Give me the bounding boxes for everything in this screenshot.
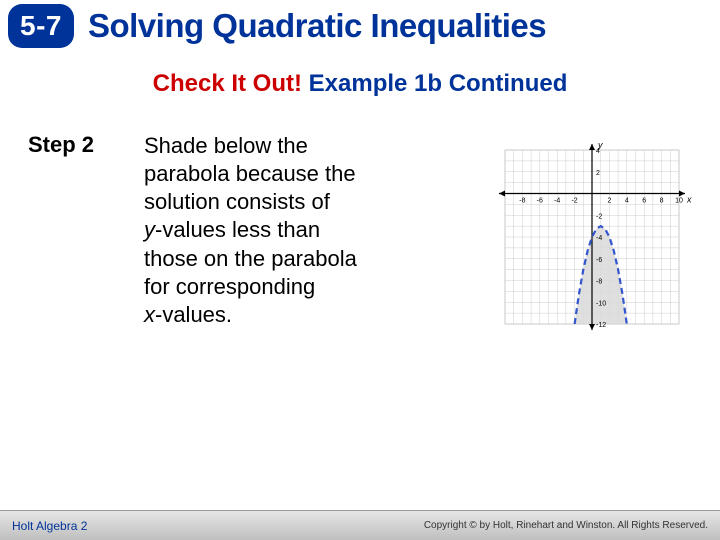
svg-text:-8: -8	[596, 279, 602, 286]
subtitle-blue: Example 1b Continued	[302, 70, 567, 97]
text-line: parabola because the	[144, 160, 464, 188]
text-line: those on the parabola	[144, 245, 464, 273]
svg-text:-4: -4	[596, 235, 602, 242]
svg-text:-2: -2	[596, 213, 602, 220]
svg-text:2: 2	[596, 170, 600, 177]
svg-text:-12: -12	[596, 322, 606, 329]
footer-left: Holt Algebra 2	[12, 519, 87, 533]
svg-text:-8: -8	[519, 198, 525, 205]
step-text: Shade below the parabola because the sol…	[144, 132, 464, 342]
svg-text:-2: -2	[571, 198, 577, 205]
page-title: Solving Quadratic Inequalities	[88, 7, 546, 45]
svg-text:10: 10	[675, 198, 683, 205]
text-line: y-values less than	[144, 216, 464, 244]
svg-text:6: 6	[642, 198, 646, 205]
lesson-number-badge: 5-7	[8, 4, 74, 48]
step-column: Step 2	[28, 132, 126, 342]
header: 5-7 Solving Quadratic Inequalities	[0, 0, 720, 56]
text-line: Shade below the	[144, 132, 464, 160]
text-line: solution consists of	[144, 188, 464, 216]
svg-text:-6: -6	[537, 198, 543, 205]
content-row: Step 2 Shade below the parabola because …	[0, 98, 720, 342]
step-label: Step 2	[28, 132, 126, 158]
footer-right: Copyright © by Holt, Rinehart and Winsto…	[424, 520, 708, 531]
subtitle-red: Check It Out!	[153, 70, 302, 97]
footer: Holt Algebra 2 Copyright © by Holt, Rine…	[0, 510, 720, 540]
svg-text:4: 4	[625, 198, 629, 205]
svg-text:y: y	[597, 140, 603, 150]
svg-text:-4: -4	[554, 198, 560, 205]
subtitle: Check It Out! Example 1b Continued	[0, 70, 720, 98]
parabola-graph: -8-6-4-224681042-2-4-6-8-10-12xy	[487, 132, 697, 342]
svg-text:2: 2	[607, 198, 611, 205]
graph-column: -8-6-4-224681042-2-4-6-8-10-12xy	[482, 132, 702, 342]
svg-text:-6: -6	[596, 257, 602, 264]
svg-text:x: x	[686, 195, 692, 205]
text-line: x-values.	[144, 301, 464, 329]
text-line: for corresponding	[144, 273, 464, 301]
svg-text:8: 8	[660, 198, 664, 205]
svg-text:-10: -10	[596, 300, 606, 307]
